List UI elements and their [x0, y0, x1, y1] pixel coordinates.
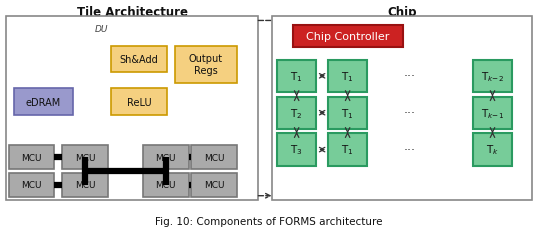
Text: T$_k$: T$_k$	[486, 143, 499, 157]
Bar	[277, 134, 316, 166]
Text: MCU: MCU	[22, 180, 42, 189]
Bar	[175, 47, 237, 83]
Bar	[9, 173, 54, 197]
Text: Chip Controller: Chip Controller	[307, 32, 390, 42]
Bar	[9, 145, 54, 170]
Text: DU: DU	[95, 25, 108, 34]
Text: T$_1$: T$_1$	[342, 143, 354, 157]
Bar	[293, 26, 403, 48]
Text: Sh&Add: Sh&Add	[119, 55, 158, 65]
Text: Tile Architecture: Tile Architecture	[76, 6, 188, 19]
Text: MCU: MCU	[75, 153, 95, 162]
Bar	[62, 173, 108, 197]
Text: MCU: MCU	[204, 153, 224, 162]
Bar	[277, 60, 316, 93]
Bar	[328, 134, 367, 166]
Text: T$_2$: T$_2$	[291, 106, 303, 120]
Text: Output
Regs: Output Regs	[189, 54, 223, 76]
Bar	[111, 47, 167, 73]
Bar	[191, 145, 237, 170]
Bar	[328, 60, 367, 93]
Bar	[272, 17, 532, 201]
Text: MCU: MCU	[75, 180, 95, 189]
Bar	[62, 145, 108, 170]
Bar	[6, 17, 258, 201]
Text: MCU: MCU	[22, 153, 42, 162]
Text: ···: ···	[404, 70, 415, 83]
Text: Fig. 10: Components of FORMS architecture: Fig. 10: Components of FORMS architectur…	[155, 216, 383, 226]
Text: T$_1$: T$_1$	[291, 70, 303, 83]
Text: T$_3$: T$_3$	[291, 143, 303, 157]
Bar	[111, 89, 167, 116]
Text: ···: ···	[404, 107, 415, 120]
Bar	[473, 60, 512, 93]
Text: MCU: MCU	[155, 153, 176, 162]
Bar	[191, 173, 237, 197]
Bar	[473, 97, 512, 129]
Text: MCU: MCU	[204, 180, 224, 189]
Bar	[14, 89, 73, 116]
Text: eDRAM: eDRAM	[26, 97, 61, 107]
Text: MCU: MCU	[155, 180, 176, 189]
Text: T$_{k\!-\!1}$: T$_{k\!-\!1}$	[481, 106, 504, 120]
Bar	[105, 33, 247, 120]
Bar	[143, 145, 188, 170]
Text: ReLU: ReLU	[126, 97, 151, 107]
Text: T$_1$: T$_1$	[342, 106, 354, 120]
Text: Chip: Chip	[387, 6, 417, 19]
Bar	[143, 173, 188, 197]
Text: T$_{k\!-\!2}$: T$_{k\!-\!2}$	[481, 70, 504, 83]
Bar	[328, 97, 367, 129]
Text: T$_1$: T$_1$	[342, 70, 354, 83]
Bar	[473, 134, 512, 166]
Bar	[277, 97, 316, 129]
Text: ···: ···	[404, 143, 415, 156]
